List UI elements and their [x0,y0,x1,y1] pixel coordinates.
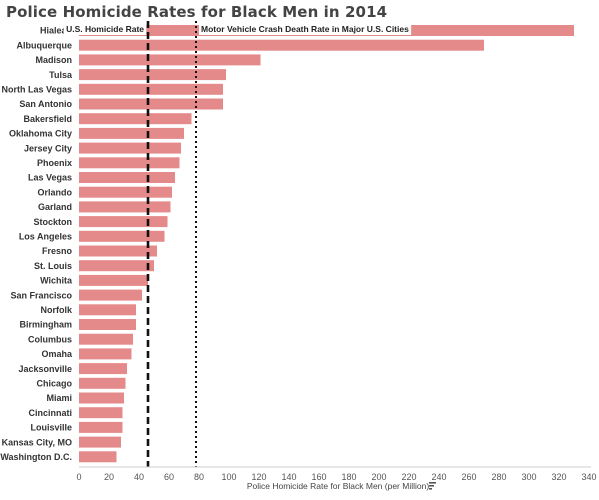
category-label: San Antonio [19,99,72,109]
reference-line-label: Motor Vehicle Crash Death Rate in Major … [201,24,409,34]
category-label: Albuquerque [17,40,73,50]
x-tick-label: 100 [221,472,236,482]
x-tick-label: 120 [251,472,266,482]
bar[interactable] [79,274,148,286]
x-tick-label: 200 [371,472,386,482]
reference-line-label: U.S. Homicide Rate [66,24,144,34]
bar[interactable] [79,304,136,316]
category-label: Jacksonville [18,364,72,374]
bar[interactable] [79,39,484,51]
x-tick-label: 180 [341,472,356,482]
bar[interactable] [79,172,175,183]
category-label: Columbus [28,334,72,344]
category-label: St. Louis [34,261,72,271]
x-tick-label: 140 [281,472,296,482]
category-label: Washington D.C. [0,452,72,462]
reference-lines: U.S. Homicide Rate Motor Vehicle Crash De… [64,21,412,467]
category-label: Orlando [37,187,72,197]
x-tick-label: 320 [551,472,566,482]
bar[interactable] [79,363,127,375]
x-tick-label: 340 [581,472,596,482]
category-label: Garland [38,202,72,212]
category-label: Cincinnati [28,408,72,418]
bar[interactable] [79,142,181,154]
x-tick-label: 260 [461,472,476,482]
bar[interactable] [79,69,226,81]
category-label: Miami [46,393,72,403]
category-label: Fresno [42,246,73,256]
category-label: Bakersfield [23,114,72,124]
x-tick-label: 20 [104,472,114,482]
bar[interactable] [79,54,261,66]
x-axis-title: Police Homicide Rate for Black Men (per … [247,481,430,491]
bar[interactable] [79,319,136,330]
category-label: Tulsa [49,70,73,80]
category-label: Jersey City [24,143,72,153]
sort-icon[interactable] [429,482,436,490]
category-label: Oklahoma City [9,129,72,139]
bar[interactable] [79,127,184,139]
category-label: Hialeah [40,26,72,36]
x-tick-label: 0 [76,472,81,482]
bar[interactable] [79,407,123,419]
bar[interactable] [79,377,126,389]
bar[interactable] [79,216,168,228]
category-label: Stockton [33,217,72,227]
reference-label-background [199,23,412,35]
x-tick-label: 280 [491,472,506,482]
x-axis-ticks: 0 20 40 60 80 100 120 140 160 180 200 220 240 260 280 3… [76,472,596,482]
reference-label-background [64,23,147,35]
x-tick-label: 300 [521,472,536,482]
category-label: Kansas City, MO [2,437,72,447]
bar[interactable] [79,348,132,360]
category-label: Omaha [41,349,73,359]
category-label: Wichita [40,276,73,286]
bar[interactable] [79,113,192,125]
x-tick-label: 60 [164,472,174,482]
x-tick-label: 220 [401,472,416,482]
x-tick-label: 80 [194,472,204,482]
bar[interactable] [79,201,171,213]
bar[interactable] [79,186,172,198]
category-label: Norfolk [41,305,73,315]
bar[interactable] [79,260,154,272]
chart-title: Police Homicide Rates for Black Men in 2… [6,3,388,21]
bar[interactable] [79,83,223,95]
x-tick-label: 40 [134,472,144,482]
bar[interactable] [79,245,157,257]
bar[interactable] [79,157,180,169]
bar[interactable] [79,451,117,463]
category-label: Madison [35,55,72,65]
bar[interactable] [79,392,124,404]
x-tick-label: 160 [311,472,326,482]
bar[interactable] [79,333,133,345]
category-label: Phoenix [37,158,72,168]
bar[interactable] [79,289,142,301]
category-label: Las Vegas [28,173,72,183]
category-label: North Las Vegas [1,85,72,95]
category-label: Louisville [30,423,72,433]
bar[interactable] [79,98,223,110]
bar[interactable] [79,230,165,242]
x-tick-label: 240 [431,472,446,482]
bar[interactable] [79,421,123,433]
category-label: San Francisco [10,290,72,300]
category-label: Birmingham [19,320,72,330]
category-label: Chicago [36,379,72,389]
category-label: Los Angeles [19,232,72,242]
bars-layer [79,25,574,463]
category-labels: Hialeah Albuquerque Madison Tulsa North Las … [0,26,73,462]
bar[interactable] [79,436,121,448]
